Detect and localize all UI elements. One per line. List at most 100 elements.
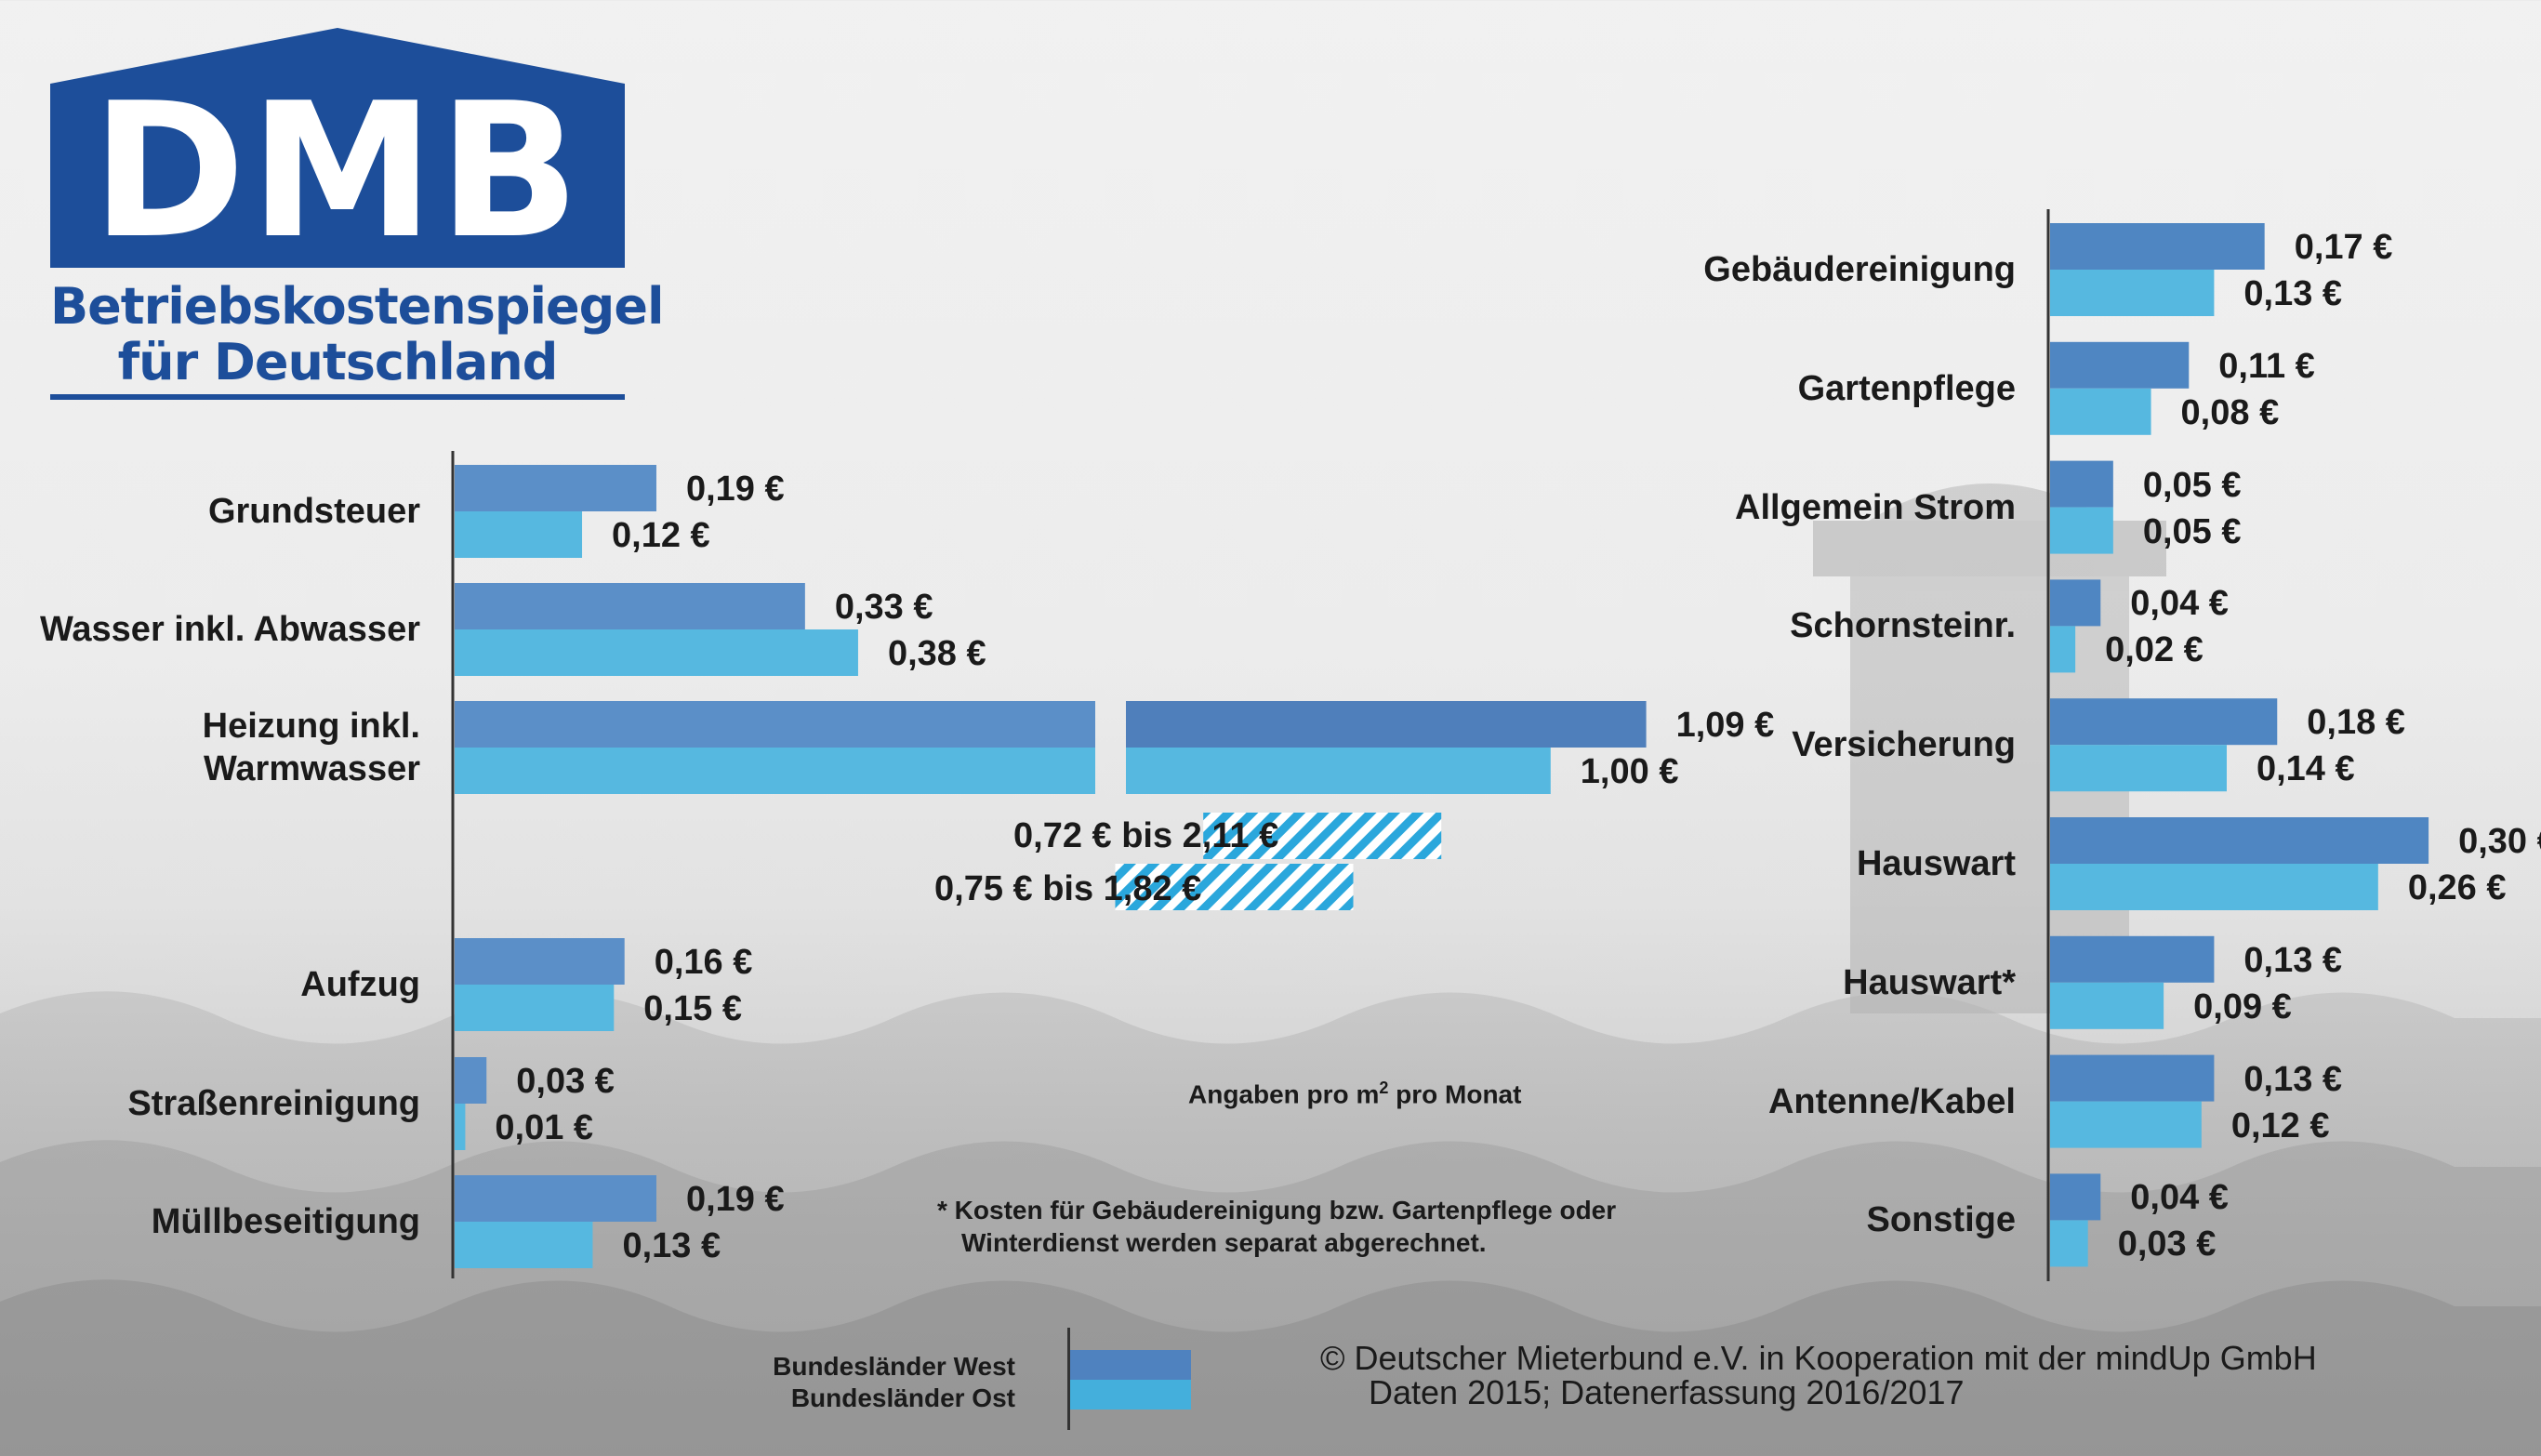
- left-category-label-straßenreinigung: Straßenreinigung: [127, 1084, 420, 1123]
- right-category-label-hauswart: Hauswart*: [1843, 962, 2016, 1002]
- value-west-straßenreinigung: 0,03 €: [516, 1062, 615, 1101]
- bar-west-antenne-kabel: [2050, 1054, 2215, 1102]
- bar-west-hauswart: [2050, 817, 2429, 864]
- range-west-bar: [1203, 813, 1442, 859]
- dmb-logo-text: DMB: [91, 62, 584, 280]
- bar-west-müllbeseitigung: [455, 1175, 656, 1222]
- bar-west-straßenreinigung: [455, 1057, 487, 1104]
- right-category-label-schornsteinr: Schornsteinr.: [1790, 606, 2016, 646]
- bar-west-heizung-inkl-warmwasser-part2: [1126, 701, 1647, 748]
- bar-west-hauswart: [2050, 935, 2215, 983]
- value-ost-sonstige: 0,03 €: [2117, 1224, 2217, 1264]
- footnote-line1: * Kosten für Gebäudereinigung bzw. Garte…: [937, 1196, 1617, 1224]
- value-ost-grundsteuer: 0,12 €: [612, 516, 710, 555]
- bar-west-schornsteinr: [2050, 579, 2101, 627]
- unit-note-suffix: pro Monat: [1388, 1079, 1522, 1109]
- value-ost-hauswart: 0,09 €: [2193, 986, 2292, 1026]
- bar-ost-schornsteinr: [2050, 626, 2076, 673]
- value-west-versicherung: 0,18 €: [2307, 703, 2405, 743]
- value-west-gartenpflege: 0,11 €: [2218, 346, 2315, 386]
- value-west-wasser-inkl-abwasser: 0,33 €: [834, 588, 933, 627]
- bar-ost-wasser-inkl-abwasser: [455, 629, 858, 676]
- bar-ost-versicherung: [2050, 745, 2227, 792]
- logo-underline: [50, 394, 625, 400]
- value-ost-gebäudereinigung: 0,13 €: [2243, 274, 2343, 313]
- bar-ost-heizung-inkl-warmwasser-part2: [1126, 748, 1551, 794]
- bar-ost-antenne-kabel: [2050, 1101, 2202, 1148]
- value-west-hauswart: 0,13 €: [2243, 940, 2343, 980]
- logo-subtitle-line2: für Deutschland: [117, 333, 559, 391]
- right-category-label-versicherung: Versicherung: [1792, 725, 2016, 765]
- value-ost-schornsteinr: 0,02 €: [2105, 630, 2204, 670]
- right-category-label-antenne-kabel: Antenne/Kabel: [1767, 1081, 2016, 1121]
- bar-ost-müllbeseitigung: [455, 1222, 593, 1268]
- value-west-allgemein-strom: 0,05 €: [2142, 465, 2242, 505]
- value-west-antenne-kabel: 0,13 €: [2243, 1059, 2343, 1099]
- value-ost-versicherung: 0,14 €: [2256, 749, 2355, 789]
- value-west-aufzug: 0,16 €: [654, 943, 753, 982]
- value-west-sonstige: 0,04 €: [2130, 1178, 2229, 1218]
- bar-ost-heizung-inkl-warmwasser-part1: [455, 748, 1095, 794]
- legend-west-label: Bundesländer West: [773, 1352, 1015, 1381]
- right-category-label-gartenpflege: Gartenpflege: [1797, 368, 2016, 408]
- left-category-label-aufzug: Aufzug: [300, 965, 420, 1004]
- right-category-label-gebäudereinigung: Gebäudereinigung: [1703, 250, 2016, 289]
- value-ost-aufzug: 0,15 €: [643, 989, 742, 1028]
- bar-west-heizung-inkl-warmwasser-part1: [455, 701, 1095, 748]
- value-west-heizung-inkl-warmwasser: 1,09 €: [1675, 706, 1775, 745]
- logo-subtitle-line1: Betriebskostenspiegel: [50, 277, 664, 336]
- bar-ost-hauswart: [2050, 864, 2378, 910]
- left-category-label-wasser-inkl-abwasser: Wasser inkl. Abwasser: [39, 610, 420, 649]
- value-west-schornsteinr: 0,04 €: [2130, 584, 2229, 624]
- unit-note-sup: 2: [1379, 1079, 1389, 1097]
- value-ost-antenne-kabel: 0,12 €: [2230, 1105, 2330, 1145]
- left-category-label-grundsteuer: Grundsteuer: [207, 492, 420, 531]
- bar-west-sonstige: [2050, 1173, 2101, 1221]
- bar-west-wasser-inkl-abwasser: [455, 583, 805, 629]
- value-west-hauswart: 0,30 €: [2458, 822, 2541, 861]
- bar-ost-straßenreinigung: [455, 1104, 466, 1150]
- unit-note-prefix: Angaben pro m: [1188, 1079, 1380, 1109]
- value-ost-straßenreinigung: 0,01 €: [495, 1108, 594, 1147]
- value-ost-wasser-inkl-abwasser: 0,38 €: [887, 634, 986, 673]
- value-ost-allgemein-strom: 0,05 €: [2142, 511, 2242, 551]
- range-ost-label: 0,75 € bis 1,82 €: [934, 869, 1202, 908]
- left-category-label-müllbeseitigung: Müllbeseitigung: [151, 1202, 420, 1241]
- bar-ost-aufzug: [455, 985, 615, 1031]
- right-category-label-hauswart: Hauswart: [1856, 844, 2016, 883]
- value-west-grundsteuer: 0,19 €: [685, 470, 785, 509]
- bar-west-aufzug: [455, 938, 625, 985]
- copyright-line2: Daten 2015; Datenerfassung 2016/2017: [1369, 1373, 1965, 1411]
- value-ost-hauswart: 0,26 €: [2407, 868, 2507, 907]
- bar-ost-grundsteuer: [455, 511, 583, 558]
- bar-west-allgemein-strom: [2050, 460, 2113, 508]
- value-ost-gartenpflege: 0,08 €: [2180, 392, 2280, 432]
- legend-ost-label: Bundesländer Ost: [790, 1383, 1015, 1412]
- bar-west-grundsteuer: [455, 465, 656, 511]
- bar-west-gartenpflege: [2050, 341, 2190, 389]
- legend-axis: [1067, 1328, 1070, 1430]
- range-west-label: 0,72 € bis 2,11 €: [1013, 816, 1279, 855]
- bar-ost-gartenpflege: [2050, 388, 2151, 435]
- bar-ost-gebäudereinigung: [2050, 270, 2215, 316]
- right-category-label-allgemein-strom: Allgemein Strom: [1735, 487, 2016, 527]
- legend-ost-swatch: [1070, 1380, 1191, 1410]
- range-ost-bar: [1115, 864, 1354, 910]
- bar-west-versicherung: [2050, 698, 2278, 746]
- value-ost-müllbeseitigung: 0,13 €: [622, 1226, 721, 1265]
- unit-note: Angaben pro m2 pro Monat: [1188, 1072, 1521, 1110]
- bar-west-gebäudereinigung: [2050, 223, 2265, 270]
- bar-ost-sonstige: [2050, 1220, 2088, 1267]
- bar-ost-hauswart: [2050, 982, 2164, 1029]
- value-west-müllbeseitigung: 0,19 €: [685, 1180, 785, 1219]
- bar-ost-allgemein-strom: [2050, 507, 2113, 554]
- value-west-gebäudereinigung: 0,17 €: [2294, 228, 2393, 267]
- footnote-line2: Winterdienst werden separat abgerechnet.: [961, 1228, 1487, 1257]
- copyright-line1: © Deutscher Mieterbund e.V. in Kooperati…: [1320, 1339, 2317, 1377]
- legend-west-swatch: [1070, 1350, 1191, 1380]
- value-ost-heizung-inkl-warmwasser: 1,00 €: [1580, 752, 1679, 791]
- left-category-label-heizung-inkl-warmwasser: Heizung inkl. Warmwasser: [202, 707, 420, 788]
- right-category-label-sonstige: Sonstige: [1866, 1200, 2016, 1240]
- dmb-logo: [50, 28, 625, 268]
